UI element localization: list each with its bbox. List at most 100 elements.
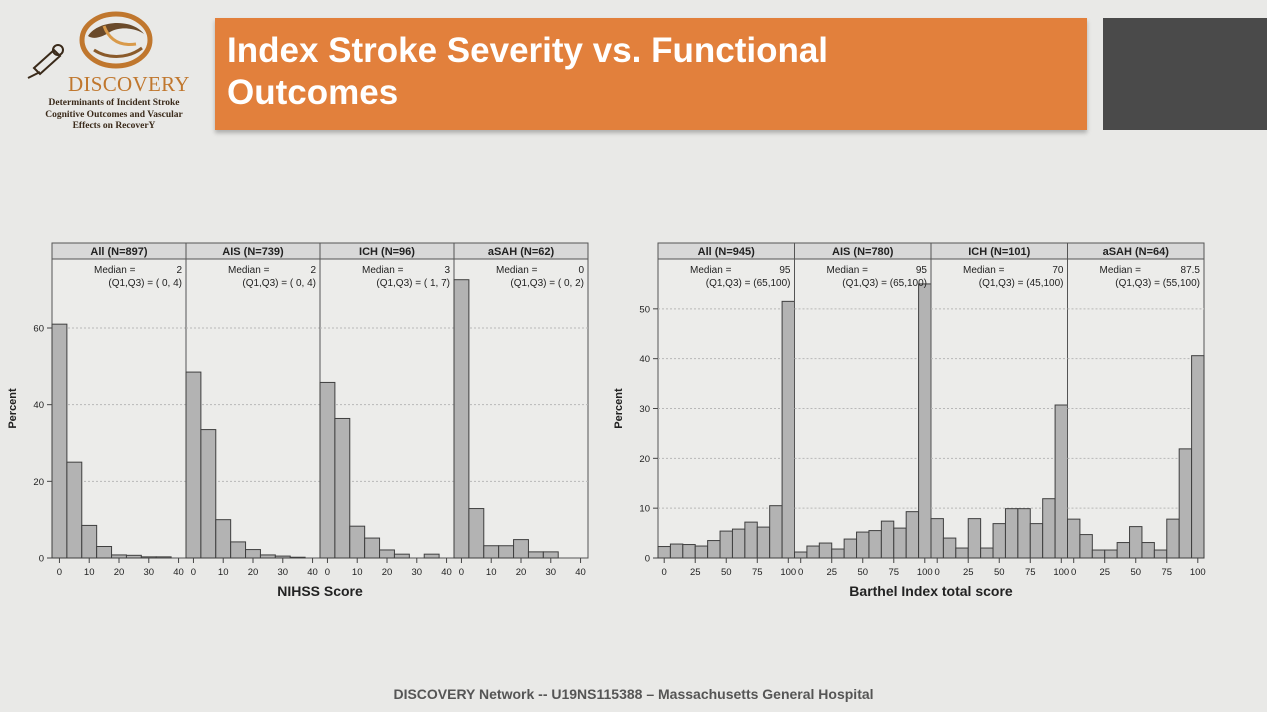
histogram-bar [1104, 549, 1118, 559]
x-tick-label: 50 [994, 567, 1005, 578]
histogram-bar [806, 545, 820, 559]
x-tick-label: 40 [441, 567, 452, 578]
brain-logo-icon [27, 11, 153, 79]
x-tick-label: 75 [888, 567, 899, 578]
median-value: 2 [176, 265, 182, 276]
x-tick-label: 40 [575, 567, 586, 578]
x-tick-label: 30 [411, 567, 422, 578]
x-tick-label: 100 [1053, 567, 1069, 578]
y-tick-label: 0 [39, 554, 44, 565]
y-tick-label: 0 [645, 554, 650, 565]
median-label: Median = [228, 265, 270, 276]
histogram-bar [918, 283, 932, 559]
histogram-bar [319, 381, 336, 559]
x-tick-label: 0 [325, 567, 330, 578]
histogram-bar [155, 556, 172, 559]
title-banner: Index Stroke Severity vs. Functional Out… [215, 18, 1087, 130]
histogram-bar [1067, 518, 1081, 559]
histogram-bar [364, 537, 381, 559]
histogram-bar [289, 556, 306, 559]
histogram-bar [81, 524, 98, 559]
histogram-bar [731, 528, 746, 559]
y-tick-label: 20 [33, 477, 44, 488]
panel-header-label: All (N=897) [90, 246, 147, 258]
histogram-bar [1178, 448, 1193, 559]
histogram-bar [111, 554, 127, 559]
x-tick-label: 0 [459, 567, 464, 578]
histogram-bar [259, 554, 276, 559]
slide-title: Index Stroke Severity vs. Functional Out… [227, 31, 829, 112]
median-label: Median = [827, 265, 869, 276]
histogram-bar [831, 548, 845, 559]
histogram-bar [992, 523, 1006, 559]
x-tick-label: 20 [114, 567, 125, 578]
histogram-bar [483, 545, 500, 559]
x-tick-label: 50 [857, 567, 868, 578]
x-tick-label: 0 [662, 567, 667, 578]
panel-header-label: aSAH (N=62) [488, 246, 555, 258]
histogram-bar [245, 549, 261, 559]
logo-subtitle-line: Effects on RecoverY [72, 121, 156, 131]
x-tick-label: 0 [191, 567, 196, 578]
histogram-bar [498, 545, 515, 559]
median-value: 87.5 [1181, 265, 1201, 276]
histogram-bar [794, 551, 808, 559]
x-tick-label: 75 [752, 567, 763, 578]
x-tick-label: 30 [277, 567, 288, 578]
x-tick-label: 0 [935, 567, 940, 578]
median-label: Median = [963, 265, 1005, 276]
median-label: Median = [94, 265, 136, 276]
x-tick-label: 10 [218, 567, 229, 578]
y-tick-label: 20 [639, 454, 650, 465]
histogram-bar [1042, 498, 1056, 559]
histogram-bar [274, 555, 291, 559]
y-tick-label: 40 [639, 354, 650, 365]
logo-subtitle-line: Cognitive Outcomes and Vascular [45, 109, 183, 120]
x-tick-label: 100 [917, 567, 933, 578]
histogram-bar [423, 553, 440, 559]
barthel-histogram-chart: All (N=945) Median = 95 (Q1,Q3) = (65,100) 0… [613, 242, 1206, 599]
iqr-label: (Q1,Q3) = ( 0, 4) [108, 278, 182, 289]
x-tick-label: 25 [1099, 567, 1110, 578]
histogram-bar [527, 551, 544, 559]
histogram-bar [856, 531, 870, 559]
panel-header-label: aSAH (N=64) [1103, 246, 1170, 258]
panel-header-label: All (N=945) [698, 246, 755, 258]
x-axis-label: Barthel Index total score [849, 583, 1013, 599]
histogram-bar [334, 417, 351, 559]
x-tick-label: 50 [721, 567, 732, 578]
median-value: 95 [779, 265, 791, 276]
x-tick-label: 40 [173, 567, 184, 578]
x-tick-label: 100 [780, 567, 796, 578]
histogram-bar [769, 505, 783, 559]
x-tick-label: 20 [382, 567, 393, 578]
histogram-bar [140, 556, 157, 559]
decorative-dark-box [1103, 18, 1267, 130]
x-tick-label: 0 [798, 567, 803, 578]
histogram-bar [453, 279, 470, 559]
x-tick-label: 100 [1190, 567, 1206, 578]
histogram-bar [980, 547, 994, 559]
histogram-bar [1079, 534, 1093, 559]
x-tick-label: 10 [84, 567, 95, 578]
histogram-bar [781, 300, 796, 559]
x-tick-label: 75 [1025, 567, 1036, 578]
x-tick-label: 75 [1161, 567, 1172, 578]
histogram-bar [905, 511, 920, 559]
panel-header-label: ICH (N=96) [359, 246, 415, 258]
histogram-bar [682, 544, 696, 559]
x-tick-label: 10 [486, 567, 497, 578]
median-value: 3 [444, 265, 450, 276]
histogram-bar [880, 520, 895, 559]
histogram-bar [967, 518, 982, 559]
discovery-logo: DISCOVERY Determinants of Incident Strok… [14, 6, 204, 136]
iqr-label: (Q1,Q3) = (65,100) [842, 278, 927, 289]
x-tick-label: 0 [1071, 567, 1076, 578]
histogram-bar [657, 546, 671, 559]
logo-subtitle: Determinants of Incident Stroke Cognitiv… [24, 98, 204, 133]
histogram-bar [719, 530, 733, 559]
panel-header-label: AIS (N=780) [832, 246, 894, 258]
x-axis-label: NIHSS Score [277, 583, 363, 599]
histogram-bar [185, 371, 202, 559]
histogram-bar [694, 545, 709, 559]
